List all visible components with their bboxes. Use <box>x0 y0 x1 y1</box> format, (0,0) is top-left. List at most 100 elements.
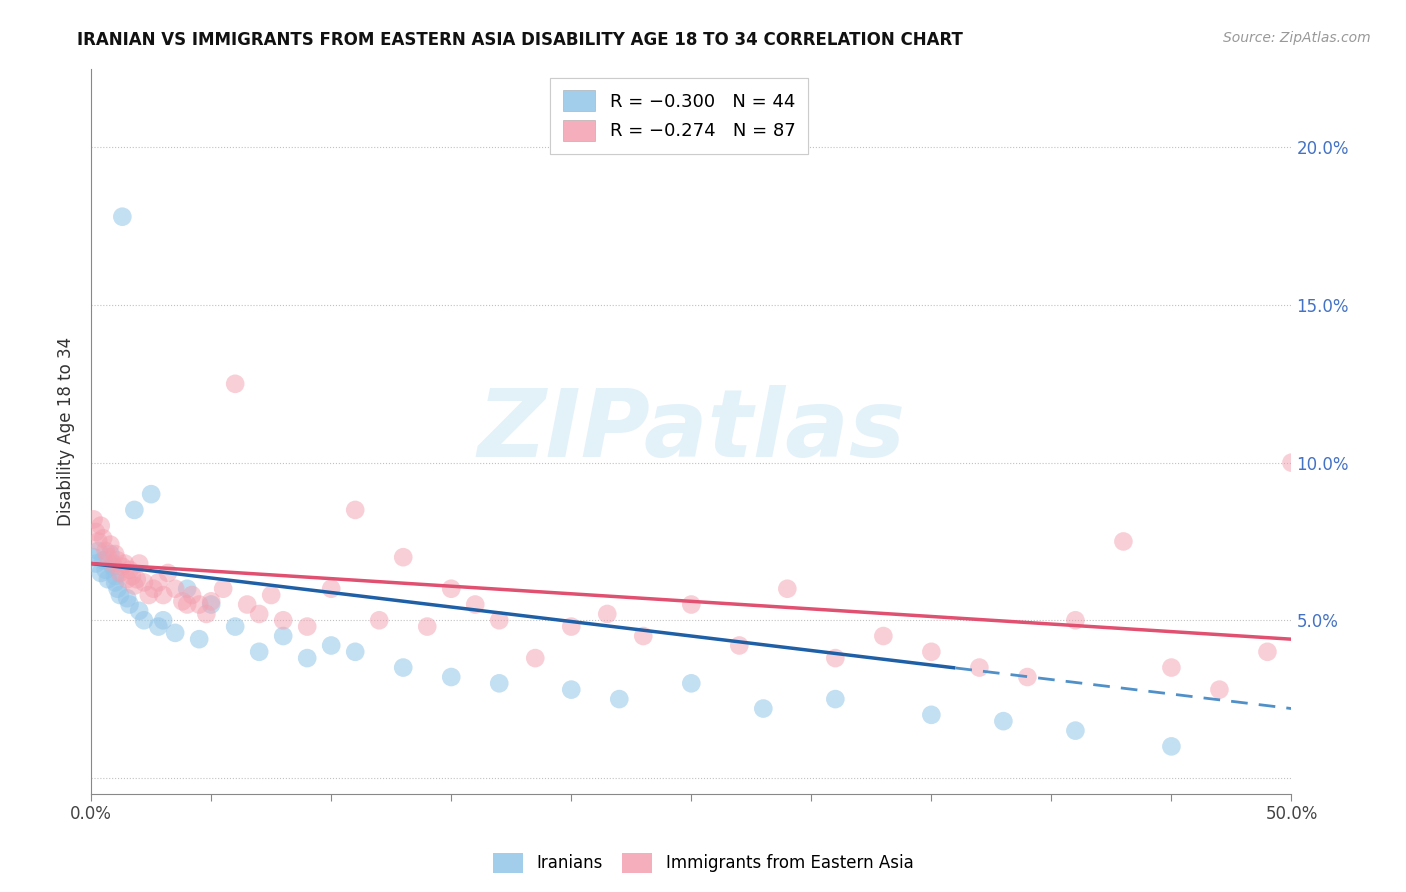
Point <box>1400 692 1406 706</box>
Point <box>124 578 146 592</box>
Point <box>200 598 222 612</box>
Point <box>87 534 110 549</box>
Point <box>344 645 367 659</box>
Point <box>993 714 1015 728</box>
Point <box>488 676 510 690</box>
Point <box>824 651 846 665</box>
Point <box>118 563 141 577</box>
Point <box>872 629 894 643</box>
Point <box>91 553 114 567</box>
Point <box>111 210 134 224</box>
Point <box>236 598 259 612</box>
Point <box>1160 739 1182 754</box>
Point <box>1256 645 1278 659</box>
Legend: R = −0.300   N = 44, R = −0.274   N = 87: R = −0.300 N = 44, R = −0.274 N = 87 <box>550 78 808 153</box>
Point <box>440 582 463 596</box>
Point <box>176 598 198 612</box>
Point <box>152 588 174 602</box>
Point <box>295 619 318 633</box>
Point <box>1017 670 1039 684</box>
Point <box>464 598 486 612</box>
Point <box>121 569 143 583</box>
Point <box>295 651 318 665</box>
Point <box>142 582 165 596</box>
Point <box>200 594 222 608</box>
Point <box>1353 676 1375 690</box>
Point <box>91 531 114 545</box>
Point <box>115 591 138 606</box>
Point <box>148 619 170 633</box>
Point <box>188 598 211 612</box>
Point <box>1281 456 1303 470</box>
Point <box>104 569 127 583</box>
Point <box>488 613 510 627</box>
Point <box>321 582 343 596</box>
Point <box>224 376 246 391</box>
Point <box>141 487 163 501</box>
Point <box>224 619 246 633</box>
Point <box>97 572 120 586</box>
Point <box>344 503 367 517</box>
Point <box>83 512 105 526</box>
Point <box>524 651 547 665</box>
Point <box>560 619 582 633</box>
Point <box>607 692 630 706</box>
Point <box>188 632 211 647</box>
Point <box>596 607 619 621</box>
Point <box>920 645 942 659</box>
Legend: Iranians, Immigrants from Eastern Asia: Iranians, Immigrants from Eastern Asia <box>486 847 920 880</box>
Point <box>90 566 112 580</box>
Point <box>824 692 846 706</box>
Point <box>247 645 270 659</box>
Point <box>98 547 121 561</box>
Point <box>165 582 187 596</box>
Point <box>176 582 198 596</box>
Point <box>1064 723 1087 738</box>
Point <box>1305 660 1327 674</box>
Point <box>752 701 775 715</box>
Point <box>115 572 138 586</box>
Point <box>98 538 121 552</box>
Point <box>108 566 131 580</box>
Point <box>118 598 141 612</box>
Point <box>165 626 187 640</box>
Point <box>84 557 107 571</box>
Text: ZIPatlas: ZIPatlas <box>477 385 905 477</box>
Point <box>969 660 991 674</box>
Point <box>920 707 942 722</box>
Point <box>195 607 218 621</box>
Point <box>212 582 235 596</box>
Point <box>156 566 179 580</box>
Point <box>101 559 124 574</box>
Point <box>132 613 155 627</box>
Point <box>728 639 751 653</box>
Point <box>94 544 117 558</box>
Point <box>392 550 415 565</box>
Text: IRANIAN VS IMMIGRANTS FROM EASTERN ASIA DISABILITY AGE 18 TO 34 CORRELATION CHAR: IRANIAN VS IMMIGRANTS FROM EASTERN ASIA … <box>77 31 963 49</box>
Point <box>107 553 129 567</box>
Point <box>247 607 270 621</box>
Point <box>83 550 105 565</box>
Point <box>633 629 655 643</box>
Point <box>148 575 170 590</box>
Point <box>138 588 160 602</box>
Point <box>416 619 439 633</box>
Point <box>104 575 127 590</box>
Point <box>87 544 110 558</box>
Point <box>84 524 107 539</box>
Text: Source: ZipAtlas.com: Source: ZipAtlas.com <box>1223 31 1371 45</box>
Point <box>271 613 294 627</box>
Point <box>368 613 391 627</box>
Point <box>104 547 127 561</box>
Point <box>392 660 415 674</box>
Point <box>124 503 146 517</box>
Point <box>94 563 117 577</box>
Point <box>128 557 150 571</box>
Point <box>172 594 194 608</box>
Point <box>271 629 294 643</box>
Point <box>260 588 283 602</box>
Point <box>1160 660 1182 674</box>
Point <box>108 588 131 602</box>
Point <box>107 582 129 596</box>
Point <box>1064 613 1087 627</box>
